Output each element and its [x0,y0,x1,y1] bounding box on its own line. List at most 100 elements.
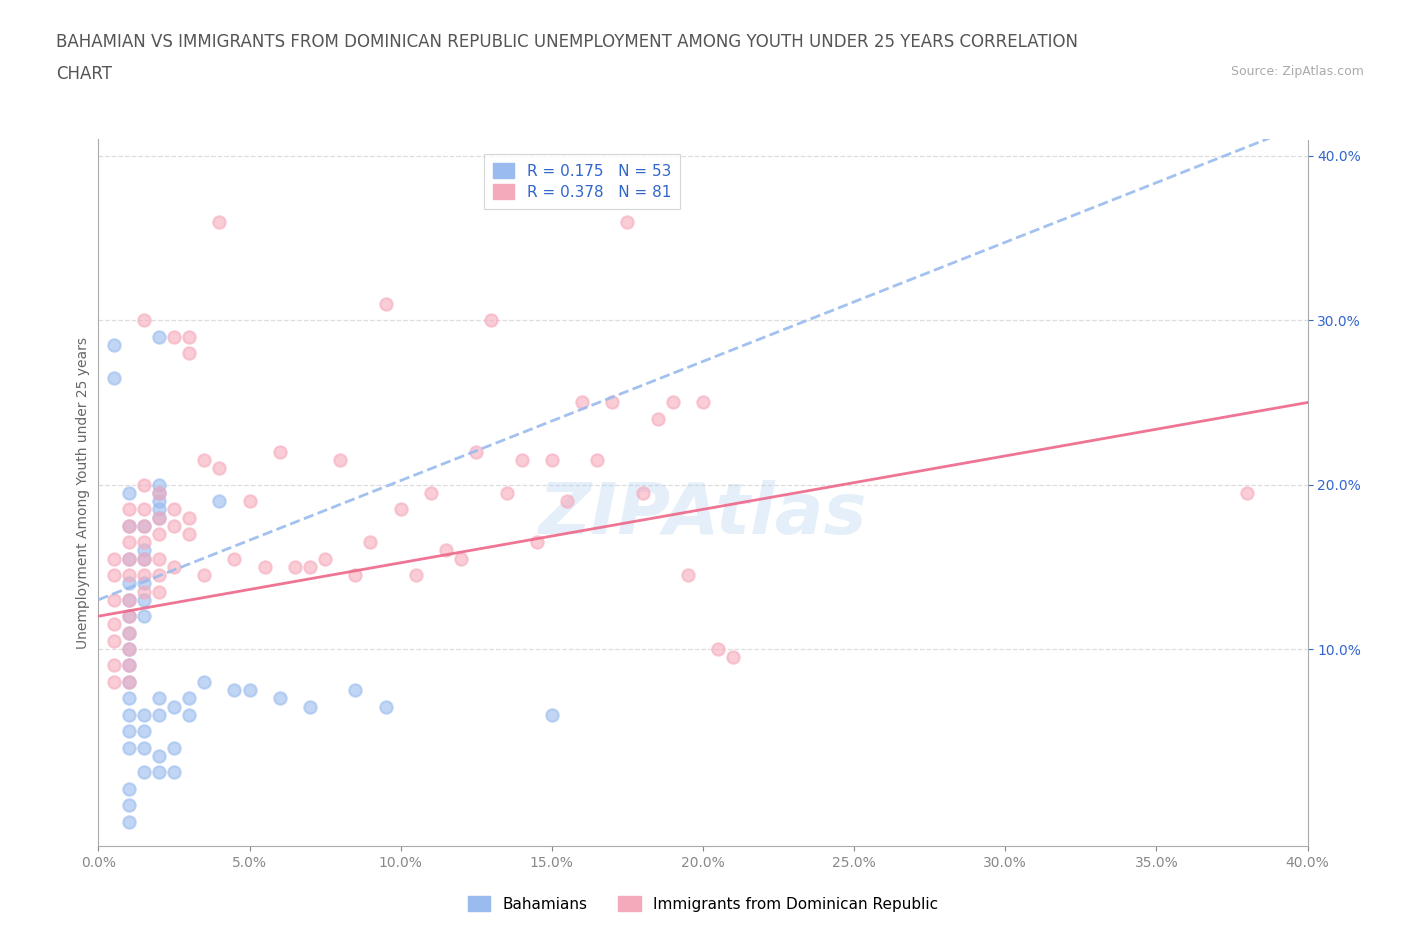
Point [148,485,170,500]
Point [118,674,141,689]
Point [148,708,170,723]
Point [118,535,141,550]
Point [148,551,170,566]
Point [269,691,291,706]
Point [132,518,155,533]
Point [481,312,503,327]
Point [118,798,141,813]
Point [374,699,396,714]
Point [179,346,201,361]
Point [148,485,170,500]
Point [103,370,125,385]
Point [707,642,730,657]
Text: BAHAMIAN VS IMMIGRANTS FROM DOMINICAN REPUBLIC UNEMPLOYMENT AMONG YOUTH UNDER 25: BAHAMIAN VS IMMIGRANTS FROM DOMINICAN RE… [56,33,1078,50]
Point [360,535,382,550]
Text: CHART: CHART [56,65,112,83]
Point [163,560,186,575]
Point [132,502,155,517]
Text: ZIPAtlas: ZIPAtlas [538,480,868,549]
Point [118,781,141,796]
Point [118,625,141,640]
Point [571,395,593,410]
Point [132,708,155,723]
Point [692,395,714,410]
Point [148,526,170,541]
Point [132,740,155,755]
Point [103,338,125,352]
Point [662,395,685,410]
Point [118,814,141,829]
Point [344,567,367,582]
Point [647,411,669,426]
Point [208,460,231,475]
Point [434,543,457,558]
Point [148,494,170,509]
Point [132,584,155,599]
Point [148,691,170,706]
Point [163,764,186,779]
Point [132,518,155,533]
Point [163,699,186,714]
Point [132,567,155,582]
Point [179,329,201,344]
Point [389,502,412,517]
Point [253,560,276,575]
Point [224,683,246,698]
Point [148,764,170,779]
Point [299,560,322,575]
Point [103,674,125,689]
Point [193,453,215,468]
Point [132,592,155,607]
Point [118,567,141,582]
Point [269,445,291,459]
Point [208,494,231,509]
Point [208,214,231,229]
Point [148,477,170,492]
Point [420,485,443,500]
Point [132,312,155,327]
Point [163,740,186,755]
Point [103,551,125,566]
Point [118,518,141,533]
Point [148,584,170,599]
Point [132,535,155,550]
Point [118,691,141,706]
Point [118,740,141,755]
Point [118,592,141,607]
Point [118,551,141,566]
Point [723,650,745,665]
Point [103,633,125,648]
Point [118,518,141,533]
Point [118,724,141,738]
Point [179,708,201,723]
Point [179,511,201,525]
Point [239,683,262,698]
Point [540,453,562,468]
Point [405,567,427,582]
Point [118,502,141,517]
Point [299,699,322,714]
Point [148,329,170,344]
Point [465,445,488,459]
Point [148,502,170,517]
Point [118,642,141,657]
Point [540,708,562,723]
Point [148,511,170,525]
Point [118,658,141,673]
Point [148,567,170,582]
Point [118,658,141,673]
Point [224,551,246,566]
Point [118,625,141,640]
Point [118,708,141,723]
Point [118,609,141,624]
Point [179,526,201,541]
Point [132,477,155,492]
Point [450,551,472,566]
Point [163,329,186,344]
Point [132,609,155,624]
Point [118,609,141,624]
Point [132,576,155,591]
Point [179,691,201,706]
Point [163,502,186,517]
Point [103,592,125,607]
